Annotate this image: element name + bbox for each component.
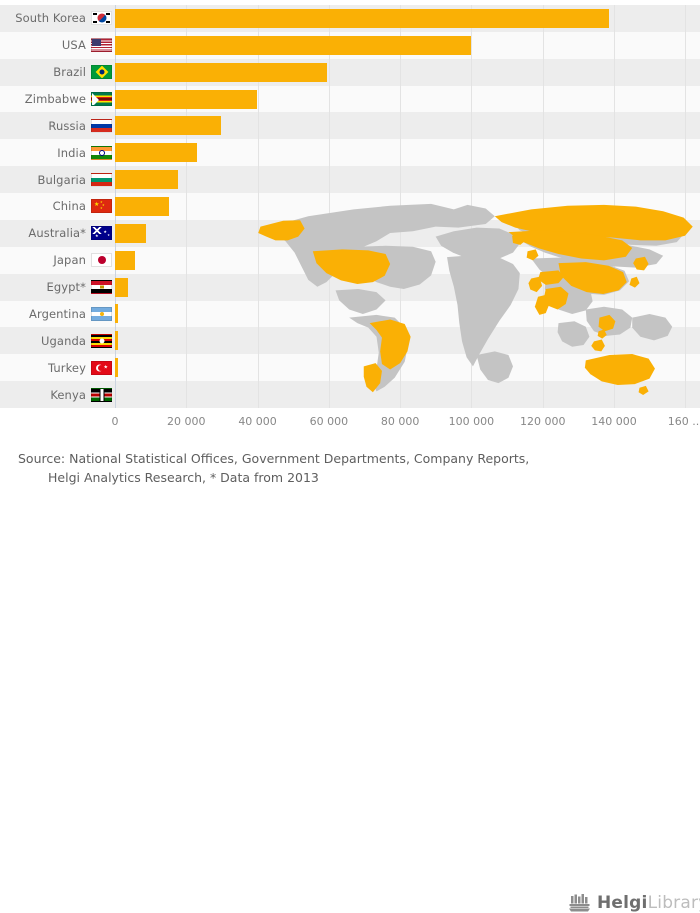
kr-flag-icon — [91, 11, 112, 26]
source-line-2: Helgi Analytics Research, * Data from 20… — [48, 470, 319, 485]
bar-japan[interactable] — [115, 250, 135, 270]
country-name: China — [52, 199, 86, 214]
in-flag-icon — [91, 145, 112, 160]
x-axis-tick-label: 80 000 — [380, 415, 420, 428]
x-axis-tick-label: 20 000 — [167, 415, 206, 428]
bar-south-korea[interactable] — [115, 8, 610, 28]
row-label-usa[interactable]: USA — [22, 32, 115, 59]
country-name: Australia* — [28, 226, 86, 241]
bar-usa[interactable] — [115, 35, 472, 55]
country-name: Kenya — [50, 387, 86, 402]
x-axis-tick-label: 140 000 — [591, 415, 637, 428]
ke-flag-icon — [91, 387, 112, 402]
logo-wordmark: HelgiLibrary — [597, 893, 700, 913]
country-name: South Korea — [15, 11, 86, 26]
country-name: Turkey — [47, 360, 86, 375]
country-name: Brazil — [53, 65, 86, 80]
row-label-uganda[interactable]: Uganda — [22, 327, 115, 354]
x-axis: 0 20 000 40 000 60 000 80 000 100 000 120 000 1… — [0, 409, 700, 435]
country-name: Egypt* — [46, 280, 86, 295]
source-note: Source: National Statistical Offices, Go… — [18, 449, 538, 487]
bar-russia[interactable] — [115, 116, 221, 136]
row-label-argentina[interactable]: Argentina — [22, 301, 115, 328]
jp-flag-icon — [91, 253, 112, 268]
row-label-bulgaria[interactable]: Bulgaria — [22, 166, 115, 193]
bar-china[interactable] — [115, 197, 169, 216]
country-name: Argentina — [29, 306, 86, 321]
country-name: Japan — [53, 253, 86, 268]
bar-turkey[interactable] — [115, 358, 118, 378]
bar-india[interactable] — [115, 143, 197, 163]
row-label-india[interactable]: India — [22, 139, 115, 166]
row-label-egypt-[interactable]: Egypt* — [22, 274, 115, 301]
chart-container: South Korea USA Brazil Zimbabwe Russia India B… — [0, 5, 700, 913]
bar-series — [0, 5, 700, 408]
zw-flag-icon — [91, 92, 112, 107]
us-flag-icon — [91, 38, 112, 53]
country-name: Uganda — [41, 333, 86, 348]
bar-uganda[interactable] — [115, 331, 118, 351]
bar-argentina[interactable] — [115, 304, 118, 324]
bar-bulgaria[interactable] — [115, 170, 178, 190]
ru-flag-icon — [91, 118, 112, 133]
row-label-south-korea[interactable]: South Korea — [15, 5, 115, 32]
bar-zimbabwe[interactable] — [115, 89, 257, 109]
x-axis-tick-label: 0 — [111, 415, 119, 428]
row-label-australia-[interactable]: Australia* ★ ★ ★ — [22, 220, 115, 247]
x-axis-tick-label: 120 000 — [519, 415, 566, 428]
plot-area: South Korea USA Brazil Zimbabwe Russia India B… — [0, 5, 700, 408]
row-label-kenya[interactable]: Kenya — [22, 381, 115, 408]
source-line-1: Source: National Statistical Offices, Go… — [18, 451, 530, 466]
country-name: USA — [61, 38, 86, 53]
row-label-brazil[interactable]: Brazil — [22, 59, 115, 86]
country-name: Russia — [48, 118, 86, 133]
bar-egypt-[interactable] — [115, 277, 128, 297]
au-flag-icon: ★ ★ ★ — [91, 226, 112, 241]
row-label-zimbabwe[interactable]: Zimbabwe — [22, 86, 115, 113]
eg-flag-icon — [91, 280, 112, 295]
x-axis-tick-label: 40 000 — [238, 415, 277, 428]
bar-australia-[interactable] — [115, 223, 146, 243]
logo-library: Library — [647, 893, 700, 913]
footer: Source: National Statistical Offices, Go… — [0, 443, 700, 913]
helgi-library-logo[interactable]: HelgiLibrary — [568, 893, 700, 913]
bg-flag-icon — [91, 172, 112, 187]
x-axis-tick-label: 100 000 — [448, 415, 495, 428]
row-label-turkey[interactable]: Turkey ★ — [22, 354, 115, 381]
country-name: Bulgaria — [37, 172, 86, 187]
row-label-russia[interactable]: Russia — [22, 112, 115, 139]
country-name: India — [57, 145, 86, 160]
cn-flag-icon: ★ ★ ★ ★ — [91, 199, 112, 214]
ug-flag-icon — [91, 333, 112, 348]
library-building-icon — [569, 894, 590, 912]
bar-brazil[interactable] — [115, 62, 328, 82]
row-label-japan[interactable]: Japan — [22, 247, 115, 274]
x-axis-tick-label: 160 ... — [667, 415, 700, 428]
logo-helgi: Helgi — [597, 893, 648, 913]
br-flag-icon — [91, 65, 112, 80]
x-axis-tick-label: 60 000 — [309, 415, 349, 428]
country-name: Zimbabwe — [24, 92, 86, 107]
tr-flag-icon: ★ — [91, 360, 112, 375]
ar-flag-icon — [91, 306, 112, 321]
row-label-china[interactable]: China ★ ★ ★ ★ — [22, 193, 115, 220]
